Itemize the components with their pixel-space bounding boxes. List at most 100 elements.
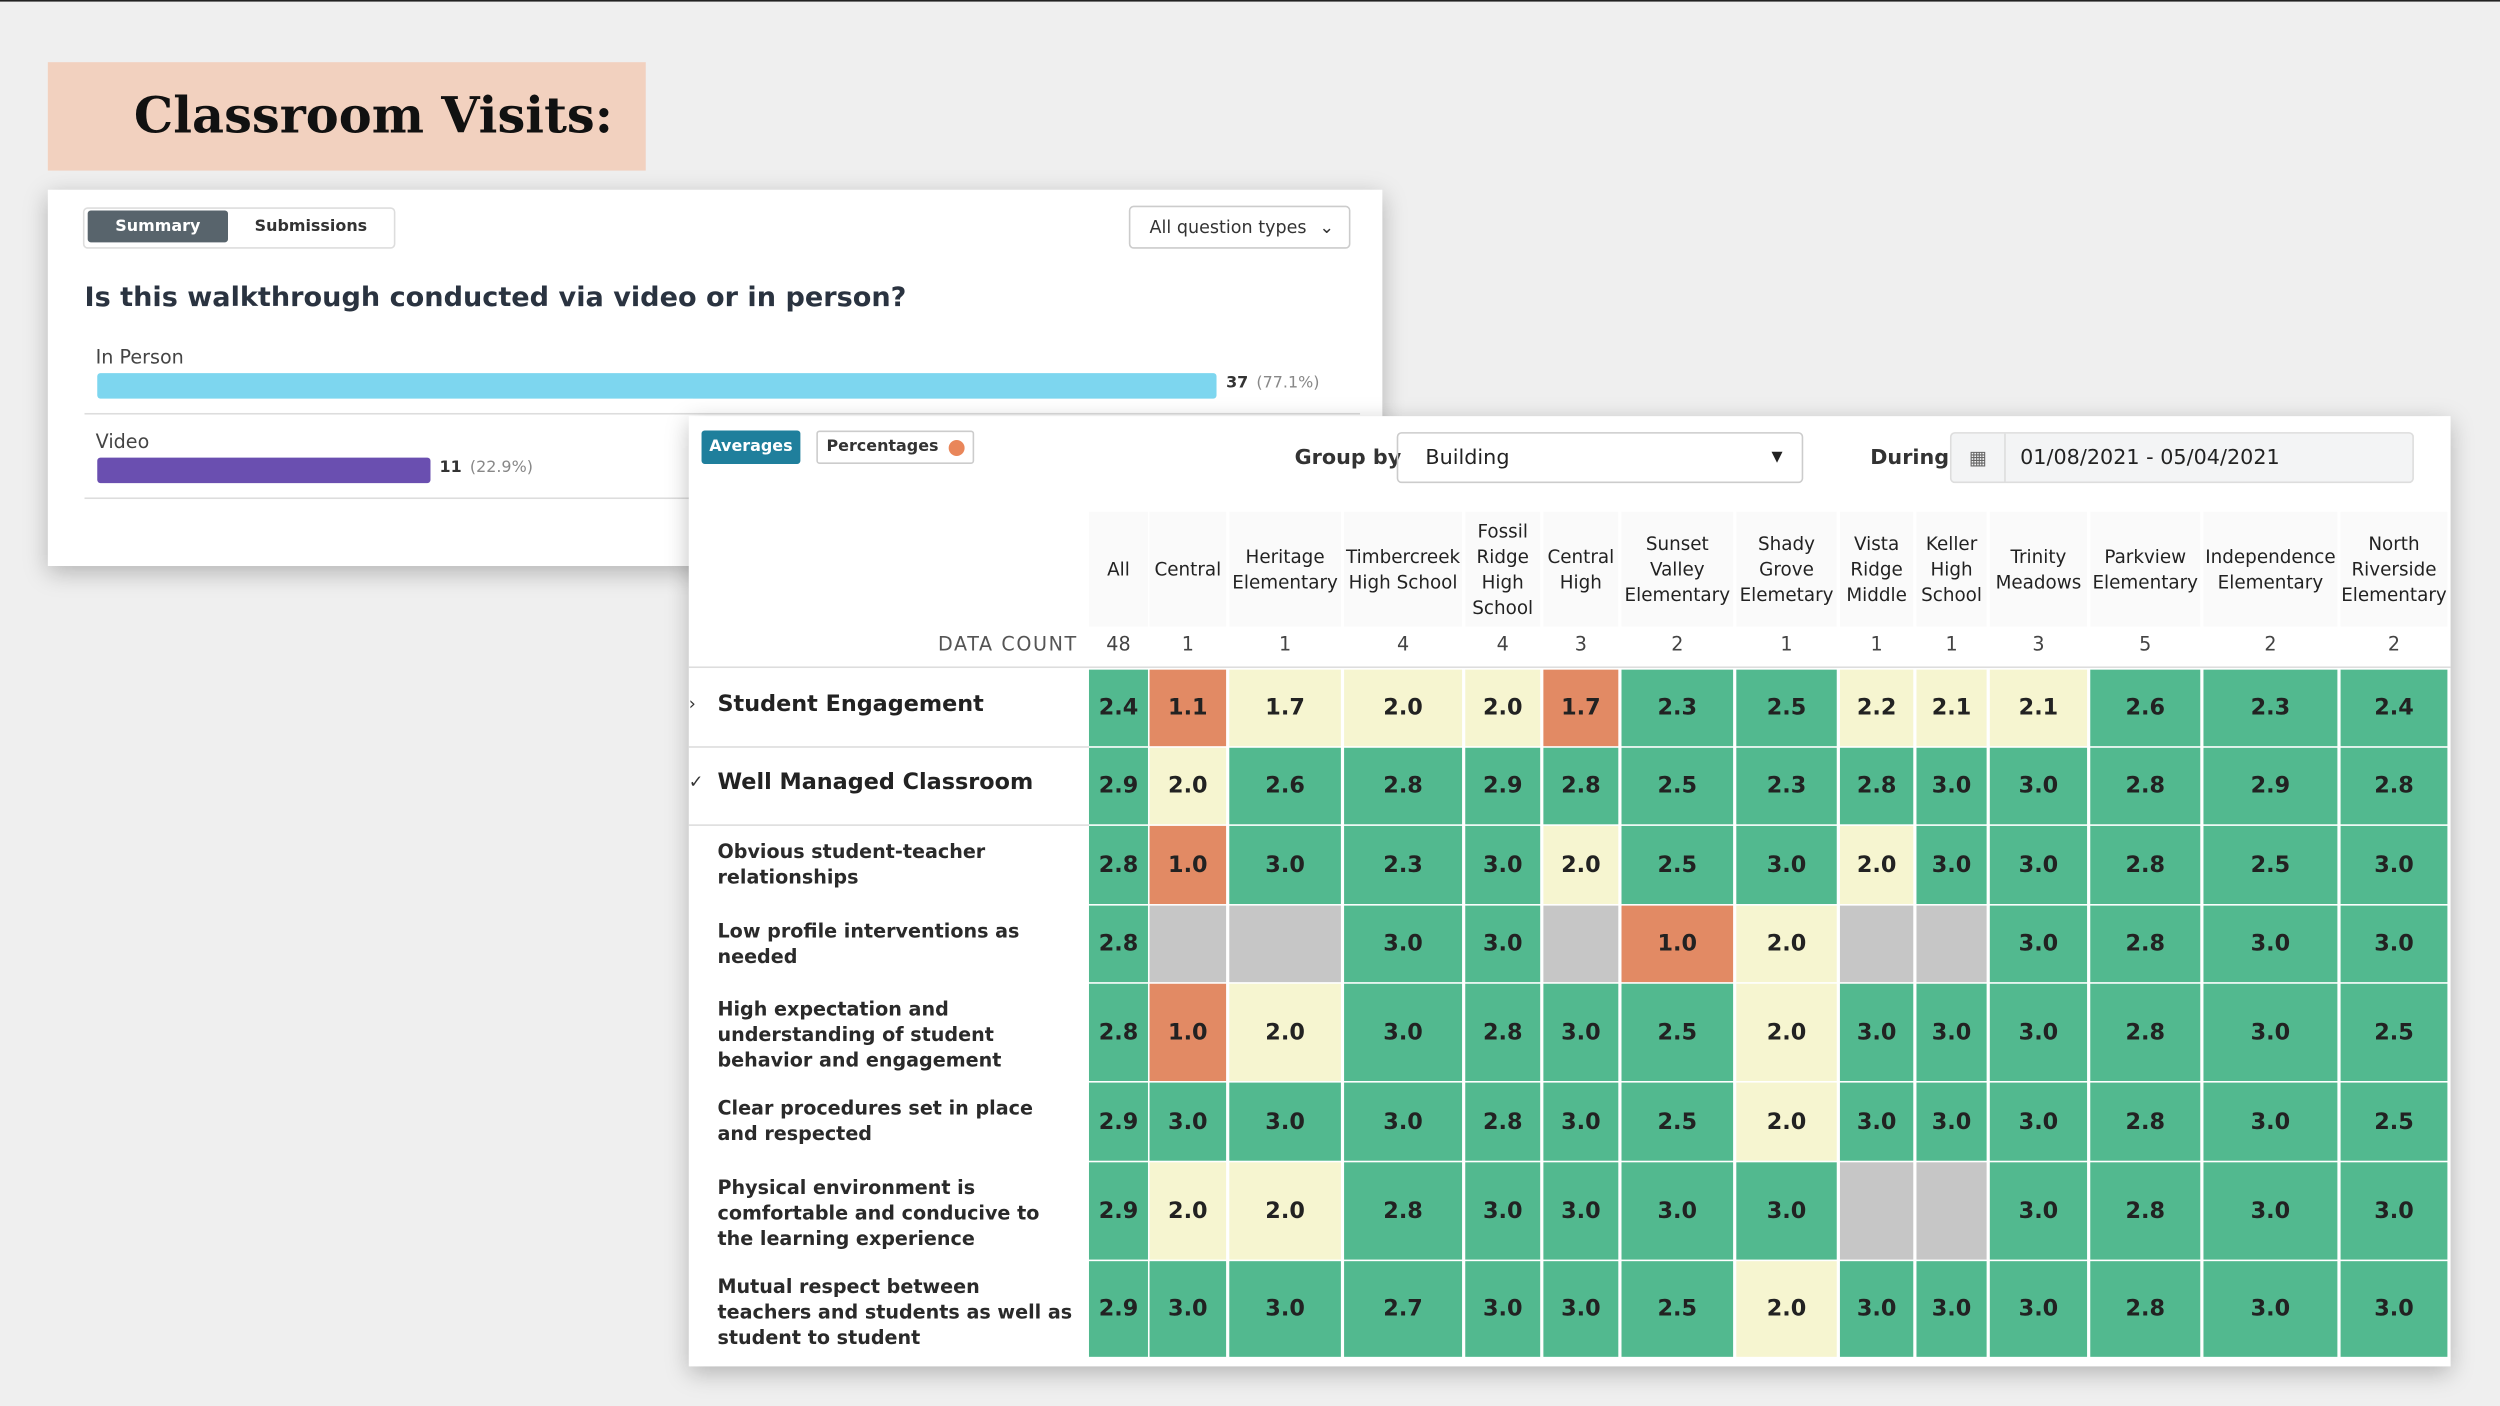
score-cell: 2.8: [1465, 1082, 1541, 1161]
data-count: 3: [2032, 632, 2045, 656]
title-box: Classroom Visits:: [47, 62, 646, 171]
score-cell: 3.0: [1149, 1082, 1227, 1161]
date-range-field[interactable]: ▦ 01/08/2021 - 05/04/2021: [1949, 432, 2414, 484]
score-cell: 1.0: [1149, 825, 1227, 905]
score-cell: [1149, 905, 1227, 983]
score-cell: 3.0: [1465, 905, 1541, 983]
row-label: Obvious student-teacher relationships: [717, 840, 986, 889]
group-by-label: Group by: [1294, 446, 1402, 471]
column-header: Fossil Ridge High School: [1465, 511, 1541, 627]
score-cell: 3.0: [1543, 1082, 1619, 1161]
data-count: 1: [1181, 632, 1194, 656]
score-cell: 2.0: [1344, 669, 1463, 747]
rule: [688, 746, 1089, 748]
data-count: 4: [1396, 632, 1410, 656]
averages-panel: Averages Percentages Group by Building ▼ …: [688, 416, 2451, 1367]
score-cell: 1.0: [1149, 983, 1227, 1082]
row-label: High expectation and understanding of st…: [717, 998, 1002, 1072]
column-header: All: [1088, 511, 1148, 627]
option-label: Video: [95, 430, 150, 453]
score-cell: 2.0: [1736, 1261, 1837, 1357]
score-cell: 2.0: [1839, 825, 1914, 905]
score-cell: 2.5: [1621, 1082, 1734, 1161]
score-cell: 2.4: [1088, 669, 1148, 747]
score-cell: 3.0: [2203, 1261, 2338, 1357]
score-cell: 1.7: [1229, 669, 1341, 747]
bar-count: 11: [439, 459, 462, 477]
title: Classroom Visits:: [133, 87, 613, 146]
data-count: 3: [1574, 632, 1587, 656]
score-cell: 3.0: [1989, 983, 2088, 1082]
score-cell: 2.5: [1621, 983, 1734, 1082]
tab[interactable]: Submissions: [254, 217, 368, 236]
score-cell: 2.7: [1344, 1261, 1463, 1357]
column-header: Central High: [1543, 511, 1619, 627]
bar: [97, 373, 1217, 399]
score-cell: 3.0: [1839, 1082, 1914, 1161]
score-cell: [1916, 905, 1987, 983]
score-cell: 2.8: [2090, 983, 2201, 1082]
score-cell: 3.0: [1465, 825, 1541, 905]
score-cell: 2.0: [1229, 983, 1341, 1082]
score-cell: 2.9: [2203, 747, 2338, 825]
score-cell: 2.8: [1088, 983, 1148, 1082]
score-cell: 2.2: [1839, 669, 1914, 747]
score-cell: 2.5: [2340, 983, 2448, 1082]
score-cell: 2.8: [1088, 905, 1148, 983]
tab[interactable]: Percentages: [816, 430, 975, 464]
caret: ▼: [1771, 449, 1783, 466]
column-header: Central: [1149, 511, 1227, 627]
bar-count: 37: [1226, 374, 1249, 393]
score-cell: 3.0: [1543, 1162, 1619, 1260]
column-header: Vista Ridge Middle: [1839, 511, 1914, 627]
score-cell: 3.0: [1916, 983, 1987, 1082]
bar-percent: (22.9%): [469, 459, 533, 477]
score-cell: 2.0: [1465, 669, 1541, 747]
score-cell: 2.8: [2340, 747, 2448, 825]
score-cell: 2.5: [1736, 669, 1837, 747]
score-cell: 2.0: [1149, 1162, 1227, 1260]
score-cell: 2.9: [1088, 1261, 1148, 1357]
filter-dropdown[interactable]: All question types ⌄: [1128, 205, 1351, 249]
data-count: 1: [1870, 632, 1883, 656]
row-label: Physical environment is comfortable and …: [717, 1176, 1040, 1251]
score-cell: 2.5: [1621, 825, 1734, 905]
tab[interactable]: Averages: [701, 430, 801, 464]
row-label: Clear procedures set in place and respec…: [717, 1096, 1033, 1145]
score-cell: 2.9: [1088, 747, 1148, 825]
score-cell: 3.0: [1989, 1261, 2088, 1357]
score-cell: 2.5: [2340, 1082, 2448, 1161]
score-cell: 2.5: [1621, 1261, 1734, 1357]
score-cell: 3.0: [1916, 1082, 1987, 1161]
expander: ✓: [688, 771, 704, 793]
score-cell: 3.0: [1621, 1162, 1734, 1260]
score-cell: 2.8: [1088, 825, 1148, 905]
column-header: North Riverside Elementary: [2340, 511, 2448, 627]
tab-group: [82, 207, 396, 249]
column-header: Sunset Valley Elementary: [1621, 511, 1734, 627]
score-cell: 2.0: [1149, 747, 1227, 825]
score-cell: 2.3: [1344, 825, 1463, 905]
column-header: Independence Elementary: [2203, 511, 2338, 627]
data-count: 1: [1278, 632, 1292, 656]
data-count: 48: [1106, 632, 1131, 656]
score-cell: 3.0: [1989, 747, 2088, 825]
score-cell: 3.0: [1229, 1261, 1341, 1357]
score-cell: 3.0: [1989, 1082, 2088, 1161]
row-label: Low profile interventions as needed: [717, 919, 1020, 968]
score-cell: [1839, 905, 1914, 983]
group-by-select[interactable]: Building ▼: [1396, 432, 1804, 484]
score-cell: 3.0: [1543, 1261, 1619, 1357]
score-cell: 2.8: [1344, 747, 1463, 825]
data-count: 4: [1496, 632, 1509, 656]
score-cell: 3.0: [1543, 983, 1619, 1082]
column-header: Trinity Meadows: [1989, 511, 2088, 627]
score-cell: 2.4: [2340, 669, 2448, 747]
score-cell: 2.0: [1736, 905, 1837, 983]
tab[interactable]: Summary: [87, 210, 228, 243]
score-cell: 2.5: [1621, 747, 1734, 825]
score-cell: 1.1: [1149, 669, 1227, 747]
score-cell: 3.0: [2340, 905, 2448, 983]
row-group-label: Well Managed Classroom: [717, 770, 1034, 796]
